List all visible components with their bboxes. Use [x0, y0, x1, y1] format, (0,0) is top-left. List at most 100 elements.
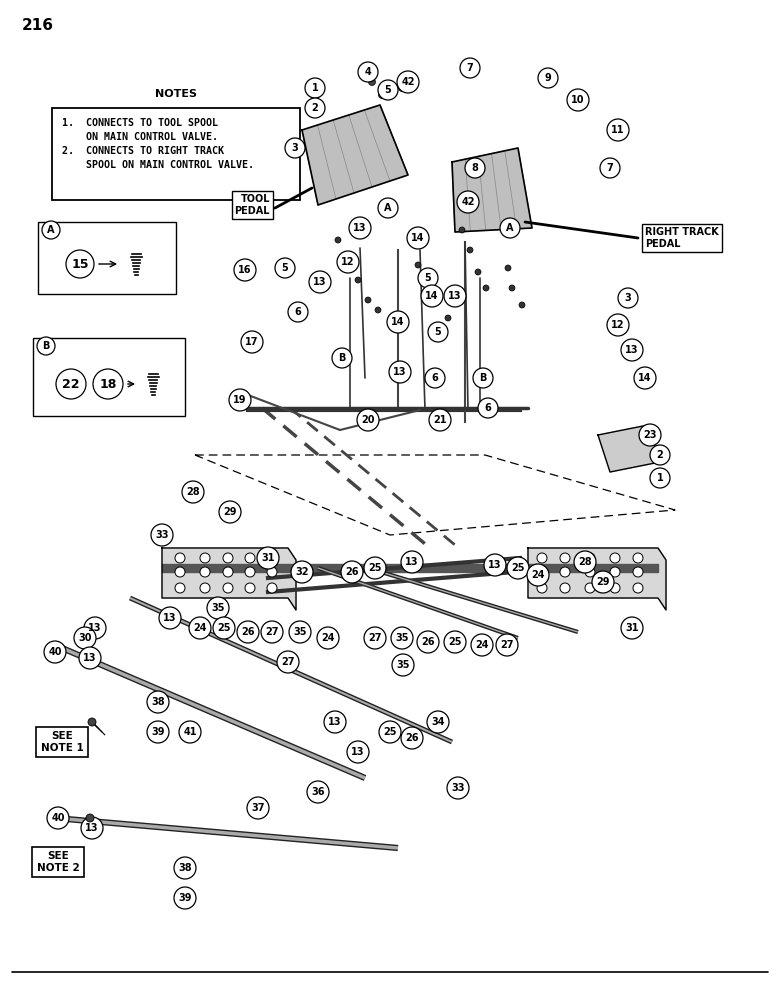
Text: 31: 31: [626, 623, 639, 633]
Circle shape: [309, 104, 315, 111]
Circle shape: [179, 721, 201, 743]
Text: 11: 11: [612, 125, 625, 135]
Text: 33: 33: [155, 530, 168, 540]
Circle shape: [600, 158, 620, 178]
Circle shape: [147, 691, 169, 713]
Circle shape: [417, 631, 439, 653]
Text: 1.  CONNECTS TO TOOL SPOOL
    ON MAIN CONTROL VALVE.
2.  CONNECTS TO RIGHT TRAC: 1. CONNECTS TO TOOL SPOOL ON MAIN CONTRO…: [62, 118, 254, 170]
Text: 14: 14: [411, 233, 425, 243]
Circle shape: [365, 297, 371, 303]
Circle shape: [378, 80, 398, 100]
Text: 42: 42: [461, 197, 475, 207]
Text: 24: 24: [475, 640, 489, 650]
Circle shape: [247, 797, 269, 819]
Circle shape: [332, 348, 352, 368]
Text: 24: 24: [531, 570, 544, 580]
Text: 38: 38: [151, 697, 165, 707]
Circle shape: [309, 271, 331, 293]
Circle shape: [459, 227, 465, 233]
Circle shape: [428, 322, 448, 342]
Circle shape: [79, 647, 101, 669]
Text: 12: 12: [342, 257, 355, 267]
Text: A: A: [48, 225, 55, 235]
Circle shape: [633, 583, 643, 593]
Circle shape: [245, 583, 255, 593]
Circle shape: [267, 567, 277, 577]
Circle shape: [392, 654, 414, 676]
Circle shape: [324, 711, 346, 733]
Circle shape: [496, 634, 518, 656]
Circle shape: [483, 285, 489, 291]
Circle shape: [460, 58, 480, 78]
Text: 40: 40: [51, 813, 65, 823]
Text: 27: 27: [500, 640, 514, 650]
Circle shape: [537, 567, 547, 577]
Circle shape: [465, 158, 485, 178]
Circle shape: [349, 217, 371, 239]
Text: 34: 34: [431, 717, 445, 727]
Text: 1: 1: [312, 83, 318, 93]
Circle shape: [391, 627, 413, 649]
Text: RIGHT TRACK
PEDAL: RIGHT TRACK PEDAL: [645, 227, 718, 249]
Circle shape: [355, 277, 361, 283]
Circle shape: [341, 561, 363, 583]
Text: A: A: [385, 203, 392, 213]
Text: 5: 5: [385, 85, 392, 95]
Circle shape: [639, 424, 661, 446]
Text: 26: 26: [421, 637, 434, 647]
Circle shape: [245, 553, 255, 563]
Bar: [38, 222, 176, 294]
Bar: [52, 108, 300, 200]
Text: 14: 14: [638, 373, 652, 383]
Circle shape: [389, 361, 411, 383]
Circle shape: [457, 191, 479, 213]
Circle shape: [37, 337, 55, 355]
Circle shape: [275, 258, 295, 278]
Circle shape: [223, 567, 233, 577]
Circle shape: [633, 567, 643, 577]
Circle shape: [237, 621, 259, 643]
Text: 15: 15: [71, 257, 89, 270]
Circle shape: [364, 627, 386, 649]
Circle shape: [418, 268, 438, 288]
Polygon shape: [302, 105, 408, 205]
Circle shape: [650, 468, 670, 488]
Text: 6: 6: [431, 373, 438, 383]
Text: A: A: [506, 223, 514, 233]
Circle shape: [335, 237, 341, 243]
Text: 38: 38: [178, 863, 192, 873]
Circle shape: [378, 198, 398, 218]
Text: 13: 13: [626, 345, 639, 355]
Polygon shape: [162, 548, 296, 610]
Circle shape: [93, 369, 123, 399]
Polygon shape: [598, 425, 660, 472]
Text: 5: 5: [434, 327, 441, 337]
Text: 5: 5: [424, 273, 431, 283]
Circle shape: [519, 302, 525, 308]
Text: 27: 27: [282, 657, 295, 667]
Circle shape: [399, 85, 406, 92]
Circle shape: [610, 553, 620, 563]
Text: B: B: [42, 341, 50, 351]
Text: 42: 42: [401, 77, 415, 87]
Circle shape: [560, 583, 570, 593]
Circle shape: [151, 524, 173, 546]
Circle shape: [42, 221, 60, 239]
Circle shape: [207, 597, 229, 619]
Text: 25: 25: [383, 727, 397, 737]
Text: 21: 21: [433, 415, 447, 425]
Text: 32: 32: [296, 567, 309, 577]
Text: 13: 13: [488, 560, 502, 570]
Circle shape: [182, 481, 204, 503]
Circle shape: [357, 409, 379, 431]
Circle shape: [375, 307, 381, 313]
Circle shape: [305, 78, 325, 98]
Circle shape: [66, 250, 94, 278]
Text: 25: 25: [511, 563, 525, 573]
Circle shape: [560, 567, 570, 577]
Circle shape: [358, 62, 378, 82]
Text: 13: 13: [393, 367, 406, 377]
Circle shape: [650, 445, 670, 465]
Circle shape: [633, 553, 643, 563]
Circle shape: [610, 567, 620, 577]
